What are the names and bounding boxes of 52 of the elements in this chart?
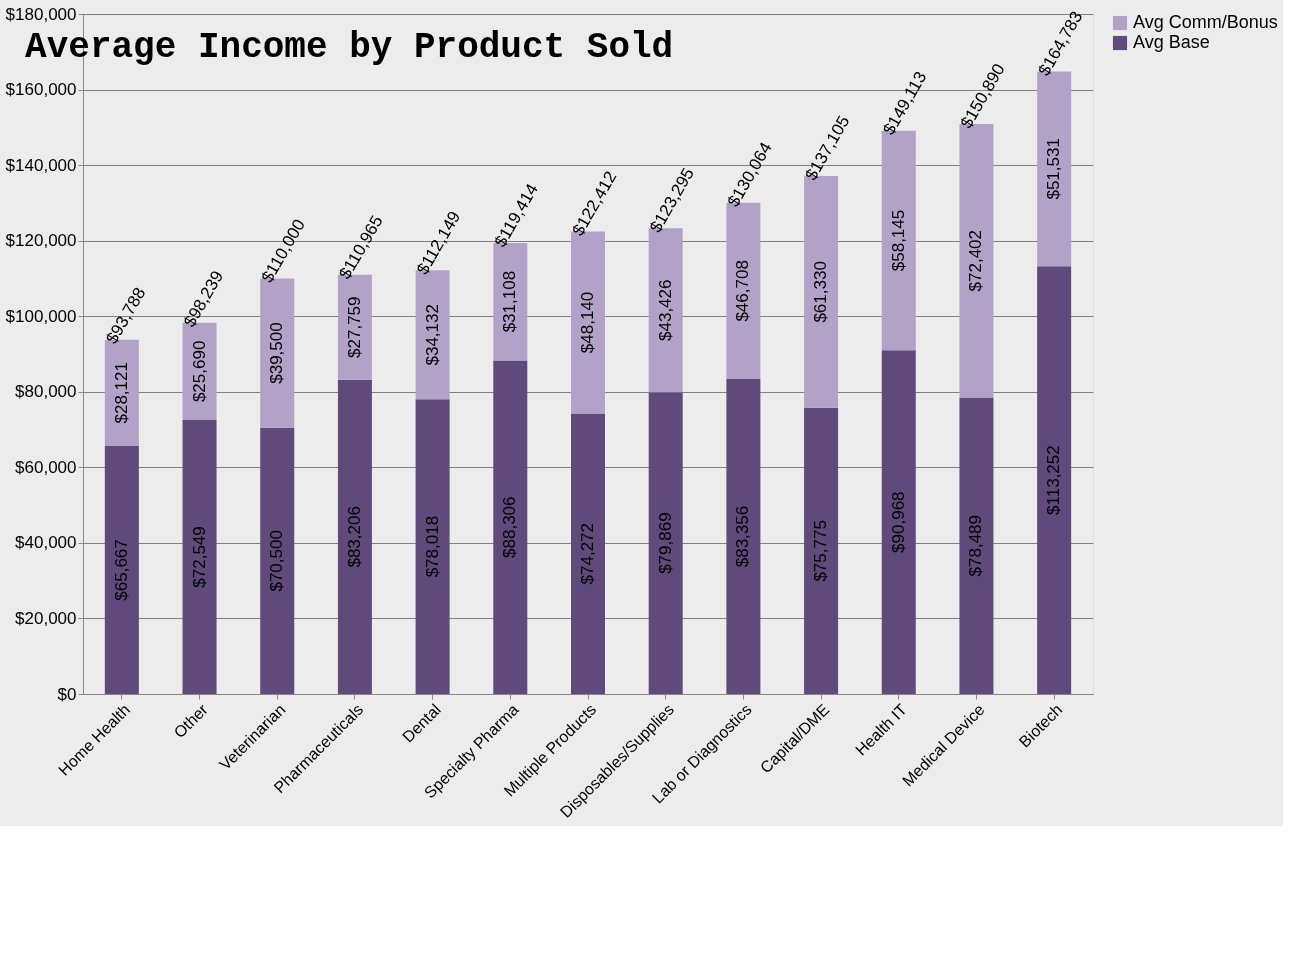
y-tick-label: $140,000 — [5, 155, 77, 175]
data-label: $88,306 — [500, 496, 520, 558]
y-tick-label: $180,000 — [5, 4, 77, 24]
y-tick-label: $20,000 — [15, 608, 77, 628]
y-tick-label: $160,000 — [5, 80, 77, 100]
data-label: $51,531 — [1044, 138, 1064, 200]
bar — [493, 360, 528, 694]
data-label: $79,869 — [655, 512, 675, 574]
bar — [104, 445, 139, 694]
data-label: $25,690 — [189, 340, 209, 403]
y-tick-label: $80,000 — [15, 382, 77, 402]
bar — [182, 419, 217, 694]
legend-label: Avg Base — [1133, 32, 1210, 52]
bar — [415, 399, 450, 694]
legend-label: Avg Comm/Bonus — [1133, 12, 1278, 32]
y-tick-label: $120,000 — [5, 231, 77, 251]
bar — [804, 407, 839, 694]
bar — [337, 379, 372, 694]
data-label: $78,489 — [966, 515, 986, 577]
bar — [881, 350, 916, 694]
data-label: $90,968 — [888, 491, 908, 553]
data-label: $75,775 — [811, 520, 831, 582]
bar — [648, 392, 683, 694]
data-label: $74,272 — [578, 522, 597, 585]
y-tick-label: $60,000 — [15, 457, 77, 477]
data-label: $78,018 — [422, 515, 442, 578]
data-label: $34,132 — [422, 304, 442, 366]
bar — [1037, 266, 1072, 694]
data-label: $72,402 — [966, 230, 986, 292]
data-label: $72,549 — [189, 526, 209, 588]
y-tick-label: $100,000 — [5, 306, 77, 326]
data-label: $46,708 — [733, 260, 753, 322]
data-label: $58,145 — [888, 209, 908, 272]
y-tick-label: $0 — [57, 684, 77, 704]
data-label: $31,108 — [500, 270, 520, 333]
data-label: $70,500 — [267, 530, 287, 592]
data-label: $83,206 — [344, 506, 364, 568]
bar — [571, 413, 605, 694]
data-label: $83,356 — [733, 505, 753, 568]
y-tick-label: $40,000 — [15, 533, 77, 553]
data-label: $113,252 — [1044, 445, 1064, 515]
data-label: $65,667 — [111, 539, 131, 601]
bar — [726, 379, 761, 694]
bar — [959, 397, 994, 694]
bar — [260, 427, 295, 694]
data-label: $28,121 — [111, 362, 131, 424]
data-label: $43,426 — [655, 279, 675, 341]
data-label: $39,500 — [267, 322, 287, 384]
data-label: $48,140 — [578, 291, 597, 354]
chart-title: Average Income by Product Sold — [25, 27, 674, 68]
data-label: $27,759 — [344, 296, 364, 358]
data-label: $61,330 — [811, 261, 831, 323]
